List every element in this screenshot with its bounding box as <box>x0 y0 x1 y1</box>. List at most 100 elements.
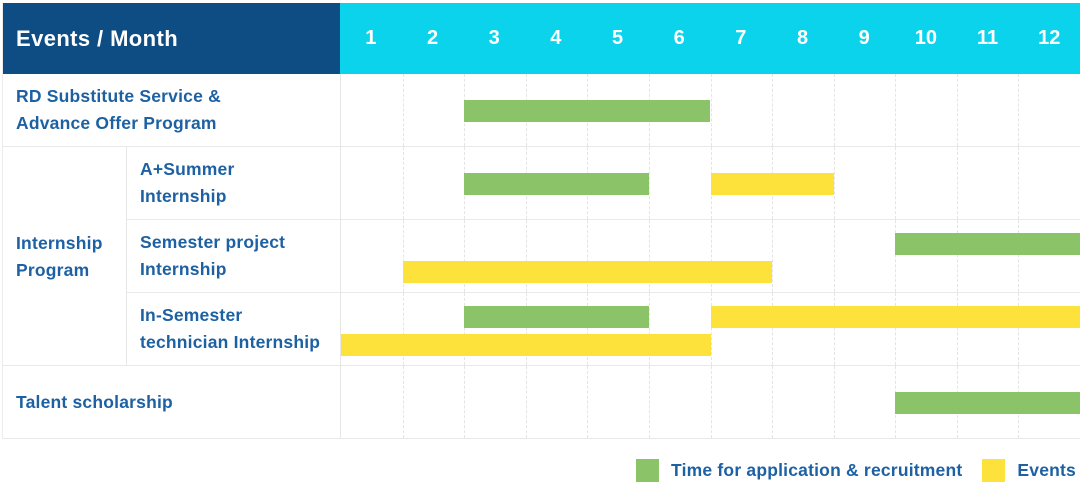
month-gridline <box>402 293 404 365</box>
month-gridline <box>525 366 527 438</box>
month-gridline <box>956 74 958 146</box>
month-gridline <box>464 366 466 438</box>
application_recruitment-bar-months-3-5 <box>464 306 649 328</box>
application_recruitment-bar-months-10-12 <box>895 392 1080 414</box>
month-gridline <box>525 293 527 365</box>
timeline-area-a-summer-internship <box>340 147 1080 220</box>
timeline-area-talent-scholarship <box>340 366 1080 439</box>
event-bar-months-7-12 <box>710 306 1080 328</box>
month-gridline <box>833 366 835 438</box>
month-gridline <box>648 147 650 219</box>
month-header-2: 2 <box>426 27 439 49</box>
event-label-line: A+Summer <box>140 159 235 179</box>
legend-item-time-for-application-recruitment: Time for application & recruitment <box>636 459 962 482</box>
events-month-table: Events / Month 1 2 3 4 5 6 7 8 9 10 11 12 RD Substi… <box>2 3 1080 439</box>
month-header-5: 5 <box>611 27 624 49</box>
legend-label: Events <box>1017 460 1076 480</box>
event-label-line: Internship <box>140 259 227 279</box>
month-gridline <box>895 147 897 219</box>
month-gridline <box>833 293 835 365</box>
month-gridline <box>402 220 404 292</box>
legend-swatch-yellow <box>982 459 1006 482</box>
month-header-10: 10 <box>914 27 937 49</box>
group-label-line-1: Internship <box>16 232 103 253</box>
month-gridline <box>710 293 712 365</box>
month-gridline <box>648 293 650 365</box>
group-label-internship-program: Internship Program <box>3 147 126 366</box>
month-header-3: 3 <box>488 27 500 49</box>
event-label-semester-project-internship: Semester project Internship <box>126 220 340 293</box>
month-gridline <box>772 293 774 365</box>
event-label-a-summer-internship: A+Summer Internship <box>126 147 340 220</box>
timeline-area-rd-substitute-service-advance-offer-program <box>340 74 1080 147</box>
table-row-talent-scholarship: Talent scholarship <box>3 366 1080 439</box>
group-label-line-2: Program <box>16 259 90 280</box>
group-column-spacer <box>3 293 126 366</box>
event-bar-months-7-8 <box>710 173 834 195</box>
event-label-line: RD Substitute Service & <box>16 86 221 106</box>
month-gridline <box>772 74 774 146</box>
month-header-6: 6 <box>673 27 685 49</box>
month-gridline <box>1018 220 1020 292</box>
month-gridline <box>833 220 835 292</box>
month-gridline <box>525 220 527 292</box>
month-header-12: 12 <box>1038 27 1061 49</box>
month-gridline <box>710 74 712 146</box>
legend: Time for application & recruitment Events <box>616 459 1076 482</box>
timeline-area-semester-project-internship <box>340 220 1080 293</box>
month-header-11: 11 <box>976 27 999 49</box>
event-label-rd-substitute-service-advance-offer-program: RD Substitute Service & Advance Offer Pro… <box>3 74 340 147</box>
event-label-line: Talent scholarship <box>16 391 173 412</box>
month-gridline <box>402 147 404 219</box>
month-gridline <box>772 220 774 292</box>
month-header-8: 8 <box>796 27 809 49</box>
table-title: Events / Month <box>3 3 340 74</box>
month-header-9: 9 <box>858 27 870 49</box>
month-header-4: 4 <box>550 27 562 49</box>
month-header-1: 1 <box>365 27 377 49</box>
table-row-semester-project-internship: Semester project Internship <box>3 220 1080 293</box>
event-label-line: technician Internship <box>140 332 321 352</box>
month-header-7: 7 <box>735 27 747 49</box>
legend-label: Time for application & recruitment <box>671 460 963 480</box>
event-bar-months-1-6 <box>341 334 711 356</box>
month-gridline <box>1018 293 1020 365</box>
month-gridline <box>402 74 404 146</box>
event-label-line: Internship <box>140 186 227 206</box>
month-header-cells: 1 2 3 4 5 6 7 8 9 10 11 12 <box>340 3 1080 74</box>
event-label-in-semester-technician-internship: In-Semester technician Internship <box>126 293 340 366</box>
month-gridline <box>833 74 835 146</box>
month-gridline <box>464 293 466 365</box>
application_recruitment-bar-months-3-6 <box>464 100 711 122</box>
month-gridline <box>648 220 650 292</box>
event-label-talent-scholarship: Talent scholarship <box>3 366 340 439</box>
table-row-in-semester-technician-internship: In-Semester technician Internship <box>3 293 1080 366</box>
month-gridline <box>895 74 897 146</box>
month-gridline <box>895 220 897 292</box>
month-gridline <box>587 293 589 365</box>
month-gridline <box>1018 74 1020 146</box>
legend-item-events: Events <box>982 459 1076 482</box>
timeline-area-in-semester-technician-internship <box>340 293 1080 366</box>
month-gridline <box>587 220 589 292</box>
month-gridline <box>587 366 589 438</box>
event-label-line: Advance Offer Program <box>16 113 217 133</box>
table-row-rd-substitute-service-advance-offer-program: RD Substitute Service & Advance Offer Pro… <box>3 74 1080 147</box>
month-gridline <box>833 147 835 219</box>
month-gridline <box>895 293 897 365</box>
table-body: RD Substitute Service & Advance Offer Pro… <box>3 74 1080 439</box>
legend-swatch-green <box>636 459 660 482</box>
month-gridline <box>402 366 404 438</box>
month-gridline <box>710 220 712 292</box>
event-label-line: Semester project <box>140 232 286 252</box>
application_recruitment-bar-months-3-5 <box>464 173 649 195</box>
month-gridline <box>956 293 958 365</box>
month-gridline <box>648 366 650 438</box>
month-gridline <box>464 220 466 292</box>
application_recruitment-bar-months-10-12 <box>895 233 1080 255</box>
table-header-row: Events / Month 1 2 3 4 5 6 7 8 9 10 11 12 <box>3 3 1080 74</box>
month-gridline <box>1018 147 1020 219</box>
month-gridline <box>710 366 712 438</box>
month-gridline <box>956 147 958 219</box>
